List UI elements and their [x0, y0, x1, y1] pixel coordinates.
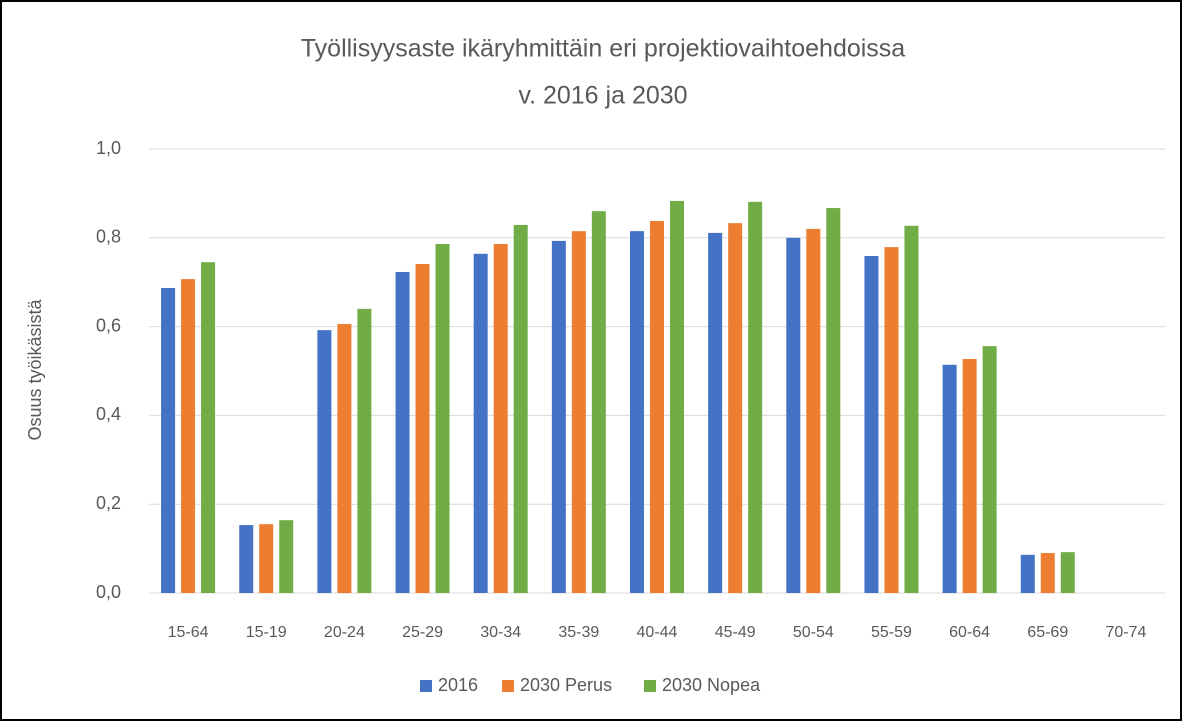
bar [493, 244, 508, 594]
y-tick-label: 0,6 [96, 315, 121, 335]
y-tick-label: 0,2 [96, 493, 121, 513]
x-tick-label: 45-49 [715, 624, 756, 641]
x-tick-label: 15-19 [246, 624, 287, 641]
bar [201, 262, 216, 593]
legend-label: 2030 Perus [520, 675, 612, 695]
x-tick-label: 60-64 [949, 624, 990, 641]
bar [473, 253, 488, 593]
bar [786, 237, 801, 594]
bar [337, 323, 352, 593]
bar [357, 308, 372, 593]
bar [650, 220, 664, 594]
bar [259, 524, 274, 593]
bar [591, 211, 606, 593]
bar [161, 287, 176, 593]
bar [962, 359, 977, 593]
x-tick-label: 15-64 [168, 624, 209, 641]
bar [708, 232, 723, 593]
x-tick-label: 25-29 [402, 624, 443, 641]
bar [728, 223, 743, 593]
y-tick-label: 0,0 [96, 582, 121, 602]
chart-title: v. 2016 ja 2030 [518, 82, 687, 110]
legend-swatch [420, 680, 432, 692]
bar [571, 231, 586, 593]
bar [181, 279, 196, 593]
legend-label: 2016 [438, 675, 478, 695]
x-tick-label: 55-59 [871, 624, 912, 641]
bar [630, 231, 644, 593]
legend-swatch [644, 680, 656, 692]
x-tick-label: 70-74 [1105, 624, 1146, 641]
legend-label: 2030 Nopea [662, 675, 761, 695]
bar [415, 263, 430, 593]
bar [395, 271, 410, 593]
bar [748, 201, 763, 593]
bar [942, 364, 957, 593]
bar [513, 224, 528, 593]
x-tick-label: 20-24 [324, 624, 365, 641]
bar [826, 208, 841, 593]
x-tick-label: 50-54 [793, 624, 834, 641]
y-axis-label: Osuus työikäsistä [25, 298, 45, 440]
bar [884, 247, 899, 593]
bar [982, 346, 997, 593]
bar [1060, 552, 1075, 593]
bar [435, 244, 450, 594]
x-tick-label: 40-44 [637, 624, 678, 641]
chart-title: Työllisyysaste ikäryhmittäin eri projekt… [301, 35, 906, 63]
y-tick-label: 0,4 [96, 404, 121, 424]
bar [239, 525, 254, 593]
legend-swatch [502, 680, 514, 692]
bar [670, 200, 684, 593]
x-tick-label: 35-39 [558, 624, 599, 641]
y-tick-label: 1,0 [96, 138, 121, 158]
bar [904, 225, 919, 593]
bar [1020, 554, 1035, 593]
y-tick-label: 0,8 [96, 227, 121, 247]
x-tick-label: 65-69 [1027, 624, 1068, 641]
bar [864, 256, 879, 593]
bar [806, 228, 821, 594]
bar [1040, 553, 1055, 593]
bar [317, 330, 332, 593]
bar [551, 240, 566, 593]
x-tick-label: 30-34 [480, 624, 521, 641]
bar [279, 520, 294, 593]
